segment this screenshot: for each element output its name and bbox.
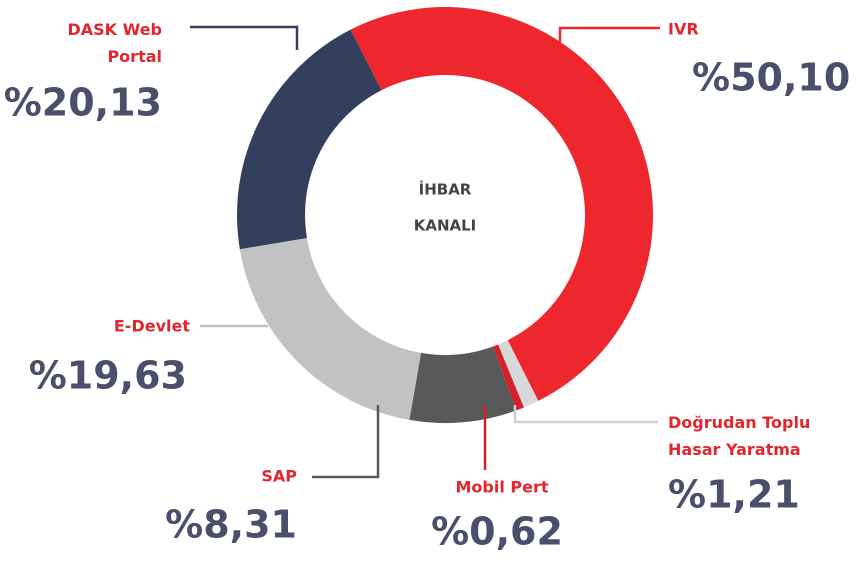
donut-slice: [409, 346, 517, 423]
donut-slice: [493, 344, 524, 411]
value-label: %0,62: [431, 510, 563, 554]
leader-line: [312, 405, 380, 479]
donut-slice: [350, 7, 653, 401]
category-label: Mobil Pert: [455, 478, 548, 497]
value-label: %8,31: [165, 503, 297, 547]
center-label: KANALI: [414, 217, 477, 235]
donut-slice: [498, 340, 539, 408]
value-label: %19,63: [29, 354, 187, 398]
center-label: İHBAR: [419, 180, 472, 199]
category-label: SAP: [261, 467, 297, 486]
category-label: IVR: [668, 20, 699, 39]
category-label: DASK Web Portal: [67, 20, 162, 66]
donut-slice: [237, 29, 382, 250]
value-label: %50,10: [692, 56, 850, 100]
leader-line: [190, 25, 299, 50]
leader-line: [558, 26, 660, 42]
category-label: Doğrudan Toplu Hasar Yaratma: [668, 413, 810, 459]
leader-line: [513, 405, 658, 424]
category-label: E-Devlet: [114, 317, 190, 336]
value-label: %20,13: [4, 81, 162, 125]
donut-slice: [239, 238, 422, 420]
value-label: %1,21: [668, 473, 800, 517]
